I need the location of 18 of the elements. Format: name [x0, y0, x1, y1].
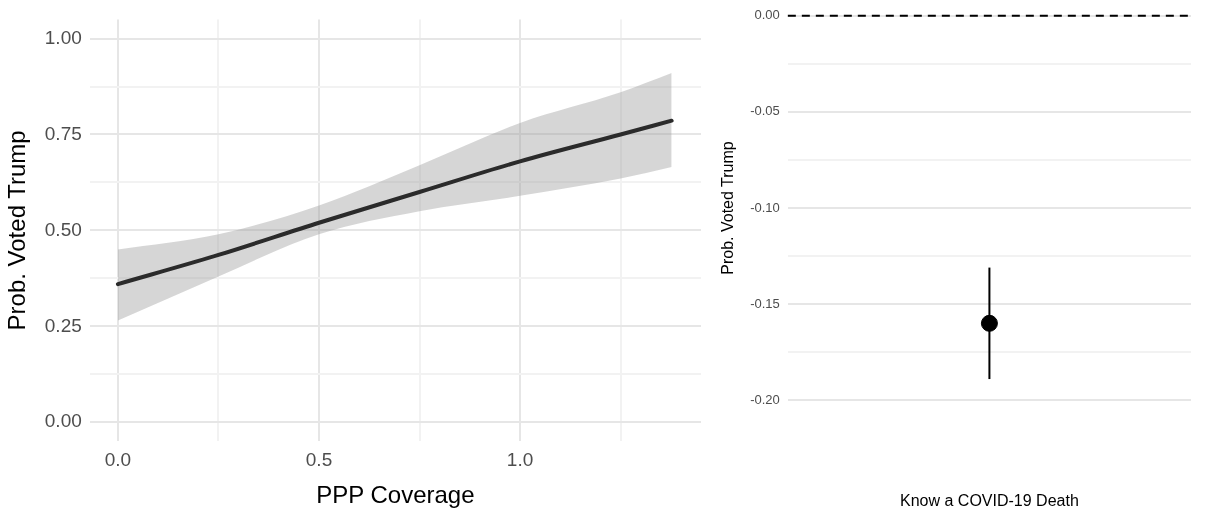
line-series — [115, 118, 674, 287]
x-tick-label: 0.0 — [104, 449, 132, 471]
y-tick-label: 0.25 — [44, 314, 82, 336]
x-tick-label: 1.0 — [506, 449, 534, 471]
y-tick-label: 0.00 — [754, 7, 780, 23]
x-axis-title: PPP Coverage — [316, 481, 475, 509]
y-tick-label: 0.00 — [44, 410, 82, 432]
y-tick-label: -0.10 — [750, 199, 780, 215]
y-tick-label: -0.15 — [750, 295, 780, 311]
y-axis-title: Prob. Voted Trump — [3, 130, 31, 331]
y-tick-label: 1.00 — [44, 26, 82, 48]
x-axis-title: Know a COVID-19 Death — [900, 491, 1079, 509]
y-tick-label: 0.50 — [44, 218, 82, 240]
y-tick-label: -0.20 — [750, 391, 780, 407]
y-axis-title: Prob. Voted Trump — [719, 141, 737, 275]
x-tick-label: 0.5 — [305, 449, 333, 471]
y-tick-label: 0.75 — [44, 122, 82, 144]
y-tick-label: -0.05 — [750, 103, 780, 119]
